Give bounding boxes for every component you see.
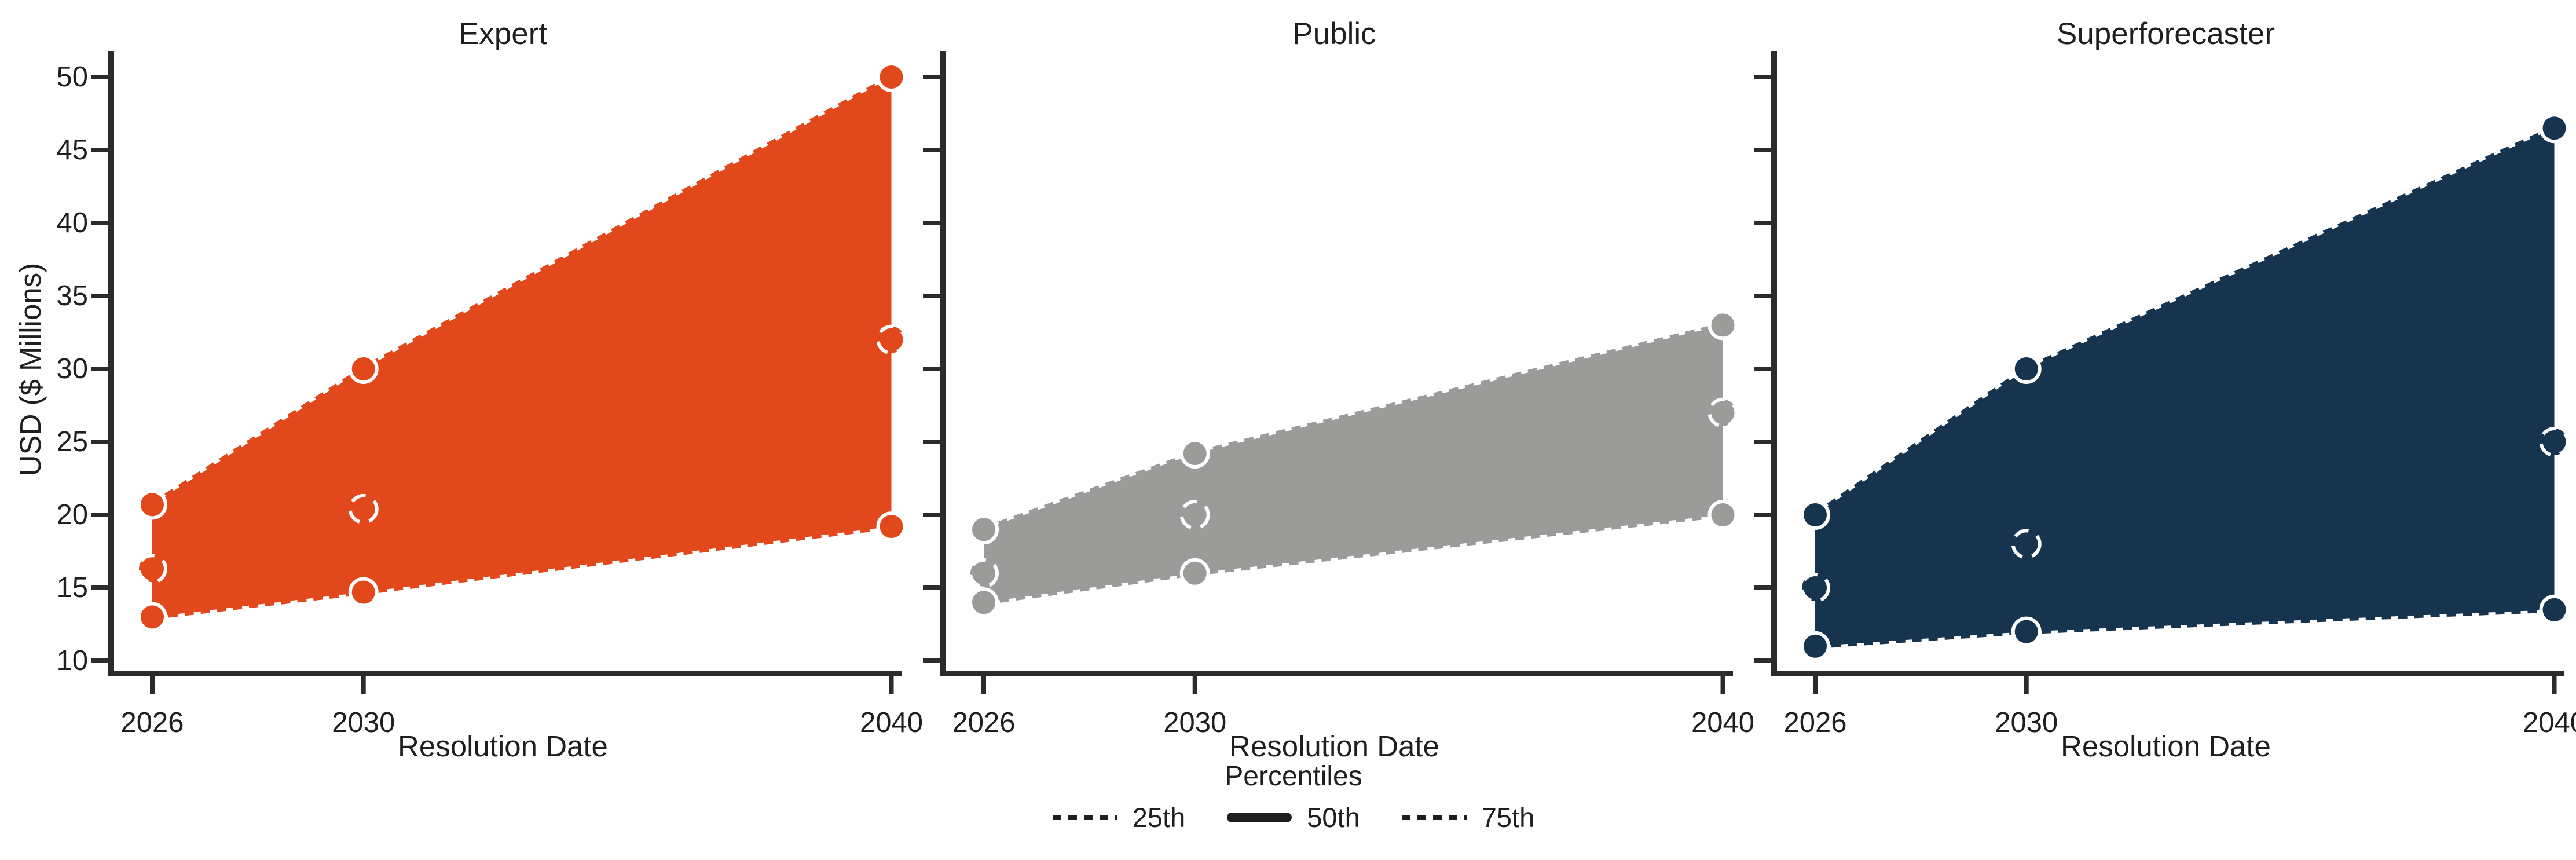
marker-25th	[876, 511, 907, 542]
x-tick-label: 2030	[1995, 707, 2058, 738]
marker-50th	[1179, 500, 1210, 530]
x-tick-label: 2040	[1691, 707, 1755, 738]
percentiles-legend: Percentiles 25th 50th 75th	[888, 760, 1699, 833]
x-tick-label: 2040	[860, 707, 924, 738]
solid-line-icon	[1227, 813, 1292, 822]
y-tick-label: 10	[56, 645, 88, 676]
y-tick-label: 50	[56, 61, 88, 93]
x-tick-label: 2030	[332, 707, 395, 738]
dotted-line-icon	[1401, 815, 1467, 820]
percentile-band	[1815, 128, 2555, 646]
marker-75th	[876, 62, 907, 92]
panel-title-public: Public	[1292, 17, 1376, 51]
x-axis-label-expert: Resolution Date	[398, 730, 608, 763]
marker-75th	[1179, 438, 1210, 469]
marker-75th	[137, 489, 167, 520]
x-tick-label: 2026	[952, 707, 1016, 738]
percentile-band	[152, 77, 892, 617]
legend-item-75th: 75th	[1401, 802, 1535, 833]
line-75th	[1813, 126, 2556, 517]
legend-label: 50th	[1307, 802, 1360, 833]
marker-25th	[2539, 594, 2570, 625]
marker-25th	[969, 587, 999, 618]
x-axis-label-superforecaster: Resolution Date	[2061, 730, 2271, 763]
marker-75th	[2011, 354, 2042, 384]
marker-50th	[1707, 397, 1738, 428]
x-tick-label: 2026	[1783, 707, 1847, 738]
marker-50th	[137, 554, 167, 584]
marker-25th	[1179, 558, 1210, 588]
marker-50th	[1800, 573, 1830, 603]
panel-title-expert: Expert	[458, 17, 548, 51]
marker-75th	[1800, 500, 1830, 530]
marker-50th	[2539, 427, 2570, 457]
marker-50th	[2011, 529, 2042, 559]
marker-50th	[348, 493, 379, 524]
marker-25th	[1800, 631, 1830, 661]
marker-25th	[137, 602, 167, 632]
marker-25th	[348, 577, 379, 608]
marker-50th	[969, 558, 999, 588]
expert-chart	[91, 51, 907, 694]
marker-75th	[969, 514, 999, 545]
y-tick-label: 40	[56, 207, 88, 239]
marker-75th	[348, 354, 379, 384]
x-tick-label: 2030	[1163, 707, 1227, 738]
legend-items: 25th 50th 75th	[1052, 802, 1535, 833]
marker-25th	[2011, 616, 2042, 647]
percentile-band	[984, 325, 1723, 603]
line-75th	[983, 323, 1724, 532]
legend-item-50th: 50th	[1227, 802, 1360, 833]
marker-50th	[876, 324, 907, 355]
legend-title: Percentiles	[1225, 761, 1362, 792]
y-tick-label: 35	[56, 280, 88, 312]
x-tick-label: 2026	[120, 707, 184, 738]
superforecaster-chart	[1754, 51, 2570, 694]
x-axis-label-public: Resolution Date	[1229, 730, 1439, 763]
x-tick-label: 2040	[2523, 707, 2576, 738]
y-tick-label: 20	[56, 499, 88, 530]
legend-label: 75th	[1481, 802, 1535, 833]
panel-title-superforecaster: Superforecaster	[2056, 17, 2275, 51]
public-chart	[923, 51, 1738, 694]
y-tick-label: 45	[56, 134, 88, 166]
legend-label: 25th	[1132, 802, 1186, 833]
marker-25th	[1707, 500, 1738, 530]
y-tick-label: 15	[56, 572, 88, 603]
marker-75th	[2539, 113, 2570, 144]
y-tick-label: 30	[56, 353, 88, 385]
dotted-line-icon	[1052, 815, 1117, 820]
y-tick-label: 25	[56, 426, 88, 458]
legend-item-25th: 25th	[1052, 802, 1186, 833]
marker-75th	[1707, 310, 1738, 341]
